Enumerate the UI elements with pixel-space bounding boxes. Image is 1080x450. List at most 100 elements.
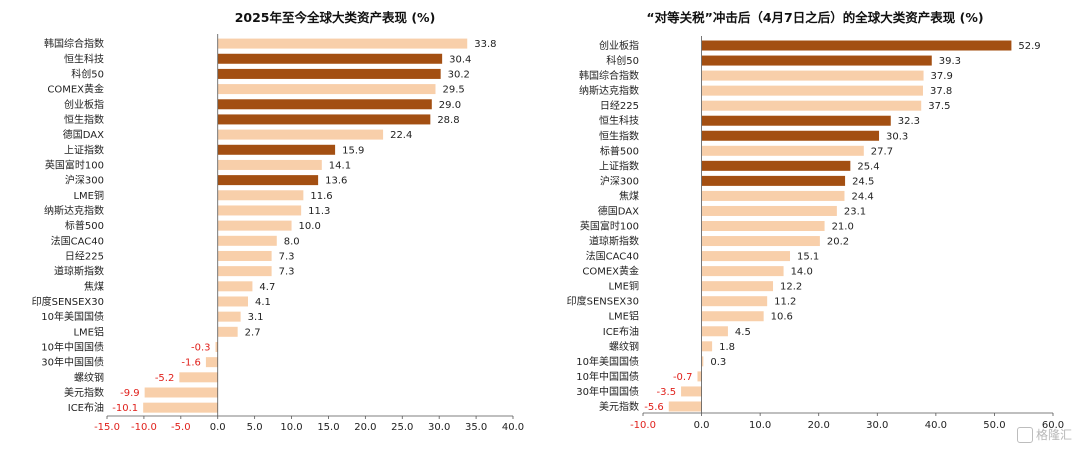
data-label-4: 29.0 — [439, 100, 461, 111]
data-label-7: 15.9 — [342, 145, 364, 156]
category-label-7: 标普500 — [600, 144, 639, 157]
x-tick-label-3: 0.0 — [210, 422, 226, 433]
category-label-18: LME铝 — [608, 311, 639, 323]
data-label-23: -3.5 — [657, 387, 677, 398]
bar-2 — [701, 70, 924, 81]
bar-10 — [217, 190, 304, 201]
category-label-24: ICE布油 — [68, 401, 104, 414]
data-label-13: 8.0 — [284, 236, 300, 247]
data-label-9: 24.5 — [852, 176, 874, 187]
category-label-24: 美元指数 — [599, 400, 639, 413]
x-tick-label-0: -15.0 — [94, 422, 120, 433]
data-label-11: 23.1 — [844, 206, 866, 217]
bar-3 — [701, 85, 923, 96]
data-label-21: 0.3 — [710, 357, 726, 368]
bar-1 — [217, 53, 443, 64]
bar-5 — [217, 114, 431, 125]
bar-2 — [217, 68, 441, 79]
category-label-12: 标普500 — [65, 219, 104, 232]
data-label-6: 22.4 — [390, 130, 412, 141]
data-label-23: -9.9 — [120, 388, 140, 399]
x-tick-label-2: 10.0 — [749, 420, 771, 431]
bar-5 — [701, 115, 891, 126]
data-label-2: 30.2 — [448, 69, 470, 80]
category-label-20: 螺纹钢 — [609, 340, 639, 353]
x-tick-label-7: 20.0 — [354, 422, 376, 433]
category-label-2: 韩国综合指数 — [579, 69, 639, 82]
bar-24 — [668, 401, 702, 412]
data-label-2: 37.9 — [931, 71, 953, 82]
category-label-18: 10年美国国债 — [41, 310, 104, 323]
bar-6 — [217, 129, 384, 140]
bar-14 — [701, 251, 791, 262]
data-label-16: 4.7 — [259, 282, 275, 293]
category-label-4: 日经225 — [600, 99, 639, 112]
bar-14 — [217, 250, 272, 261]
chart-after-tariff-performance: 创业板指 52.9 科创50 39.3 韩国综合指数 37.9 纳斯达克指数 37.8 日经22… — [567, 36, 1064, 431]
category-label-13: 法国CAC40 — [51, 234, 104, 247]
bar-13 — [701, 236, 820, 247]
data-label-17: 11.2 — [774, 297, 796, 308]
bar-8 — [701, 160, 851, 171]
category-label-17: 印度SENSEX30 — [567, 295, 639, 308]
bar-12 — [217, 220, 292, 231]
category-label-1: 恒生科技 — [64, 52, 104, 65]
bar-22 — [697, 371, 702, 382]
chart-title-after-tariff: “对等关税”冲击后（4月7日之后）的全球大类资产表现 (%) — [646, 10, 984, 25]
x-tick-label-8: 25.0 — [391, 422, 413, 433]
bar-8 — [217, 159, 322, 170]
bar-18 — [701, 311, 764, 322]
data-label-6: 30.3 — [886, 131, 908, 142]
watermark: 格隆汇 — [1016, 426, 1072, 444]
bar-21 — [701, 356, 704, 367]
bar-17 — [701, 296, 768, 307]
x-tick-label-7: 60.0 — [1042, 420, 1064, 431]
bar-12 — [701, 221, 825, 231]
data-label-4: 37.5 — [928, 101, 950, 112]
x-tick-label-1: -10.0 — [131, 422, 157, 433]
bar-21 — [205, 357, 218, 368]
data-label-18: 3.1 — [248, 312, 264, 323]
category-label-16: LME铜 — [608, 281, 639, 293]
data-label-8: 14.1 — [329, 160, 351, 171]
x-tick-label-1: 0.0 — [694, 420, 710, 431]
x-tick-label-6: 15.0 — [317, 422, 339, 433]
bar-23 — [681, 386, 702, 397]
data-label-12: 21.0 — [832, 222, 854, 233]
category-label-13: 道琼斯指数 — [589, 235, 639, 248]
bar-19 — [701, 326, 728, 337]
category-label-23: 美元指数 — [64, 386, 104, 399]
bar-0 — [701, 40, 1012, 51]
category-label-9: 沪深300 — [65, 174, 104, 187]
data-label-20: 1.8 — [719, 342, 735, 353]
bar-15 — [217, 266, 272, 277]
category-label-23: 30年中国国债 — [576, 385, 639, 398]
bar-11 — [217, 205, 302, 216]
data-label-14: 7.3 — [279, 251, 295, 262]
category-label-10: 焦煤 — [619, 189, 639, 202]
bar-3 — [217, 84, 436, 95]
category-label-4: 创业板指 — [64, 98, 104, 111]
data-label-16: 12.2 — [780, 282, 802, 293]
watermark-text: 格隆汇 — [1035, 428, 1072, 442]
x-tick-label-2: -5.0 — [171, 422, 191, 433]
bar-20 — [215, 341, 218, 352]
bar-7 — [217, 144, 336, 155]
category-label-21: 10年美国国债 — [576, 355, 639, 368]
data-label-3: 29.5 — [442, 85, 464, 96]
category-label-22: 10年中国国债 — [576, 370, 639, 383]
category-label-6: 德国DAX — [63, 128, 104, 141]
data-label-21: -1.6 — [181, 358, 201, 369]
bar-0 — [217, 38, 468, 49]
bar-19 — [217, 326, 238, 337]
category-label-21: 30年中国国债 — [41, 356, 104, 369]
bar-13 — [217, 235, 277, 246]
category-label-11: 德国DAX — [598, 204, 639, 217]
data-label-8: 25.4 — [857, 161, 879, 172]
bar-7 — [701, 145, 864, 156]
watermark-logo-icon — [1016, 426, 1033, 443]
bar-24 — [143, 402, 218, 413]
x-tick-label-5: 40.0 — [925, 420, 947, 431]
category-label-19: LME铝 — [73, 326, 104, 338]
